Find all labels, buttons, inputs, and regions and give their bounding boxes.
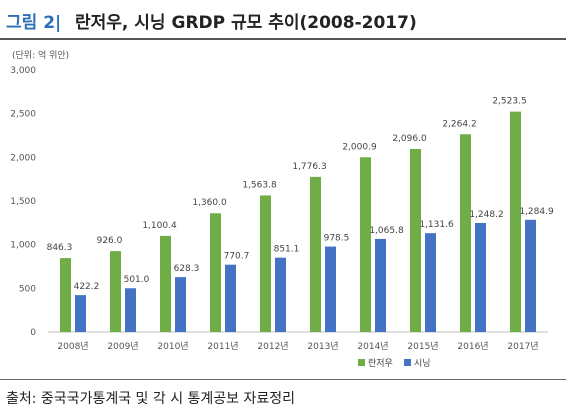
data-label-lanzhou: 2,000.9 xyxy=(342,142,377,152)
data-label-xining: 422.2 xyxy=(74,282,100,292)
bar-xining xyxy=(125,288,136,332)
legend-label-xining: 시닝 xyxy=(414,358,431,369)
y-tick-label: 0 xyxy=(30,328,36,338)
bar-xining xyxy=(525,219,536,332)
bar-lanzhou xyxy=(110,251,121,332)
unit-label: (단위: 억 위안) xyxy=(12,51,70,61)
data-label-xining: 851.1 xyxy=(274,245,300,255)
x-tick-label: 2014년 xyxy=(357,341,388,352)
data-label-lanzhou: 2,264.2 xyxy=(442,119,476,129)
x-tick-label: 2009년 xyxy=(107,341,138,352)
bar-xining xyxy=(75,295,86,332)
data-label-xining: 501.0 xyxy=(124,275,150,285)
x-tick-label: 2012년 xyxy=(257,341,288,352)
bar-lanzhou xyxy=(60,258,71,332)
figure-header: 그림 2| 란저우, 시닝 GRDP 규모 추이(2008-2017) xyxy=(0,6,566,36)
bar-lanzhou xyxy=(310,176,321,332)
x-tick-label: 2016년 xyxy=(457,341,488,352)
title-divider xyxy=(0,38,566,40)
legend-swatch-lanzhou xyxy=(358,359,365,366)
figure-title: 란저우, 시닝 GRDP 규모 추이(2008-2017) xyxy=(75,13,417,33)
x-tick-label: 2015년 xyxy=(407,341,438,352)
data-label-xining: 1,284.9 xyxy=(519,207,554,217)
data-label-xining: 770.7 xyxy=(224,252,250,262)
y-tick-label: 2,000 xyxy=(10,153,36,163)
grdp-bar-chart: 0 500 1,000 1,500 2,000 2,500 3,000 846.3 422.2 2… xyxy=(10,66,554,369)
legend-label-lanzhou: 란저우 xyxy=(368,357,393,369)
y-tick-label: 500 xyxy=(19,284,36,294)
bar-lanzhou xyxy=(510,111,521,332)
data-label-xining: 1,131.6 xyxy=(419,220,454,230)
bar-xining xyxy=(225,264,236,332)
x-tick-label: 2008년 xyxy=(57,341,88,352)
figure-label: 그림 2| xyxy=(6,13,62,33)
data-label-lanzhou: 1,776.3 xyxy=(292,162,326,172)
bar-lanzhou xyxy=(210,213,221,332)
x-tick-label: 2017년 xyxy=(507,341,538,352)
source-divider xyxy=(0,379,566,380)
bar-lanzhou xyxy=(260,195,271,332)
y-tick-label: 2,500 xyxy=(10,110,36,120)
x-tick-label: 2010년 xyxy=(157,341,188,352)
data-label-lanzhou: 1,360.0 xyxy=(192,198,227,208)
bar-lanzhou xyxy=(410,148,421,332)
data-label-lanzhou: 1,100.4 xyxy=(142,221,177,231)
data-label-lanzhou: 2,096.0 xyxy=(392,134,427,144)
bar-xining xyxy=(175,277,186,332)
data-label-xining: 1,248.2 xyxy=(469,210,503,220)
data-label-xining: 978.5 xyxy=(324,234,350,244)
bar-xining xyxy=(325,246,336,332)
y-tick-label: 1,000 xyxy=(10,241,36,251)
legend-swatch-xining xyxy=(404,359,411,366)
y-tick-label: 3,000 xyxy=(10,66,36,76)
bar-lanzhou xyxy=(360,157,371,332)
data-label-xining: 628.3 xyxy=(174,264,200,274)
data-label-xining: 1,065.8 xyxy=(369,226,404,236)
source-note: 출처: 중국국가통계국 및 각 시 통계공보 자료정리 xyxy=(6,391,296,407)
bar-xining xyxy=(375,238,386,332)
x-tick-label: 2013년 xyxy=(307,341,338,352)
bar-xining xyxy=(475,222,486,332)
x-tick-label: 2011년 xyxy=(207,341,238,352)
data-label-lanzhou: 926.0 xyxy=(97,236,123,246)
bar-xining xyxy=(425,233,436,332)
bar-lanzhou xyxy=(160,235,171,332)
y-tick-label: 1,500 xyxy=(10,197,36,207)
bar-xining xyxy=(275,257,286,332)
data-label-lanzhou: 846.3 xyxy=(47,243,73,253)
data-label-lanzhou: 2,523.5 xyxy=(492,97,526,107)
data-label-lanzhou: 1,563.8 xyxy=(242,180,277,190)
bar-lanzhou xyxy=(460,134,471,332)
